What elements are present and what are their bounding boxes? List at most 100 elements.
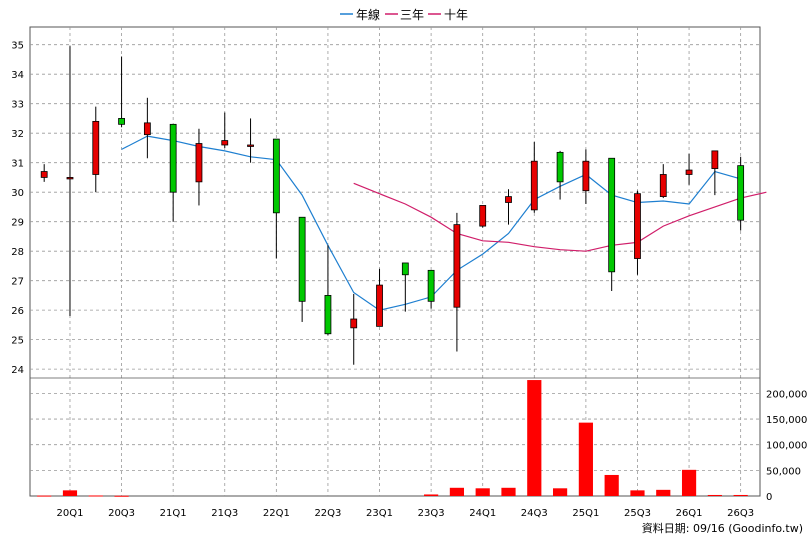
price-tick-label: 25 [11,336,24,347]
legend-label-year: 年線 [356,7,380,22]
chart-legend: 年線 三年 十年 [340,7,468,22]
volume-bar [527,380,542,496]
x-tick-label: 23Q3 [418,508,445,519]
candle-body [40,171,48,178]
candle-body [427,269,435,302]
x-tick-label: 25Q1 [572,508,599,519]
moving-average-lines [121,135,767,311]
candle-body [685,169,693,175]
x-tick-label: 25Q3 [624,508,651,519]
candle-body [634,193,641,259]
candle-body [143,122,151,136]
candle-body [66,177,74,180]
volume-bar [707,494,722,496]
candle [530,142,538,213]
volume-bar [656,489,671,496]
candle-body [195,143,203,183]
candle-body [92,120,100,175]
candle [401,262,409,312]
candle-body [530,160,538,211]
candle [40,164,48,182]
x-tick-label: 20Q1 [56,508,83,519]
candle [376,268,383,327]
candle [479,205,487,228]
candle-body [737,165,745,221]
x-tick-label: 22Q3 [314,508,341,519]
price-tick-label: 24 [11,365,24,376]
candle [247,118,254,163]
price-tick-label: 30 [11,188,24,199]
volume-bar [733,494,748,496]
volume-bar [88,495,103,497]
candle [634,190,641,275]
candle-body [401,262,409,276]
price-axis: 24 25 26 27 28 29 30 31 32 33 34 35 [11,41,24,376]
candle-body [556,151,564,183]
candle-body [169,123,177,193]
price-tick-label: 33 [11,100,24,111]
volume-tick-label: 150,000 [766,415,807,426]
candle [195,128,203,206]
candle-body [505,196,512,203]
candle-body [324,295,332,335]
price-tick-label: 28 [11,247,24,258]
candle-body [272,138,280,214]
candle-body [298,216,306,302]
candle [659,164,667,199]
x-tick-label: 21Q3 [211,508,238,519]
grid-lines [30,27,760,496]
candle [92,106,100,193]
candle [66,46,74,317]
candle-body [350,318,358,329]
candle [221,112,229,148]
x-tick-label: 22Q1 [263,508,290,519]
candle-body [118,118,125,125]
candle [685,153,693,185]
candle-body [453,224,461,308]
x-tick-label: 24Q1 [469,508,496,519]
volume-bars [37,380,748,497]
price-tick-label: 31 [11,159,24,170]
volume-bar [37,495,52,497]
candle-body [376,284,383,327]
x-tick-label: 21Q1 [160,508,187,519]
price-tick-label: 29 [11,218,24,229]
candle [118,56,125,128]
volume-bar [681,469,697,496]
x-tick-label: 20Q3 [108,508,135,519]
price-tick-label: 35 [11,41,24,52]
candle-body [711,150,719,169]
volume-bar [62,490,78,496]
volume-tick-label: 50,000 [766,466,801,477]
legend-label-ten-year: 十年 [444,8,468,22]
price-tick-label: 26 [11,306,24,317]
volume-tick-label: 200,000 [766,389,807,400]
candle [505,189,512,225]
candle [711,150,719,196]
volume-bar [604,474,619,496]
candle-body [608,157,616,273]
legend-label-three-year: 三年 [400,8,424,22]
candle-body [247,144,254,147]
candles [40,46,745,365]
candle [272,138,280,259]
candle [737,156,745,231]
x-tick-label: 23Q1 [366,508,393,519]
volume-tick-label: 100,000 [766,441,807,452]
plot-frame [29,26,761,497]
three-year-line [353,182,767,252]
candle [169,123,177,222]
volume-tick-label: 0 [766,492,772,503]
candle [324,245,332,336]
price-tick-label: 32 [11,129,24,140]
volume-bar [424,494,439,496]
x-tick-label: 26Q3 [727,508,754,519]
volume-bar [114,495,129,497]
candle [582,149,590,204]
volume-axis: 0 50,000 100,000 150,000 200,000 [766,389,807,503]
candle [556,150,564,200]
candle [143,97,151,159]
price-tick-label: 27 [11,277,24,288]
candle [453,212,461,352]
